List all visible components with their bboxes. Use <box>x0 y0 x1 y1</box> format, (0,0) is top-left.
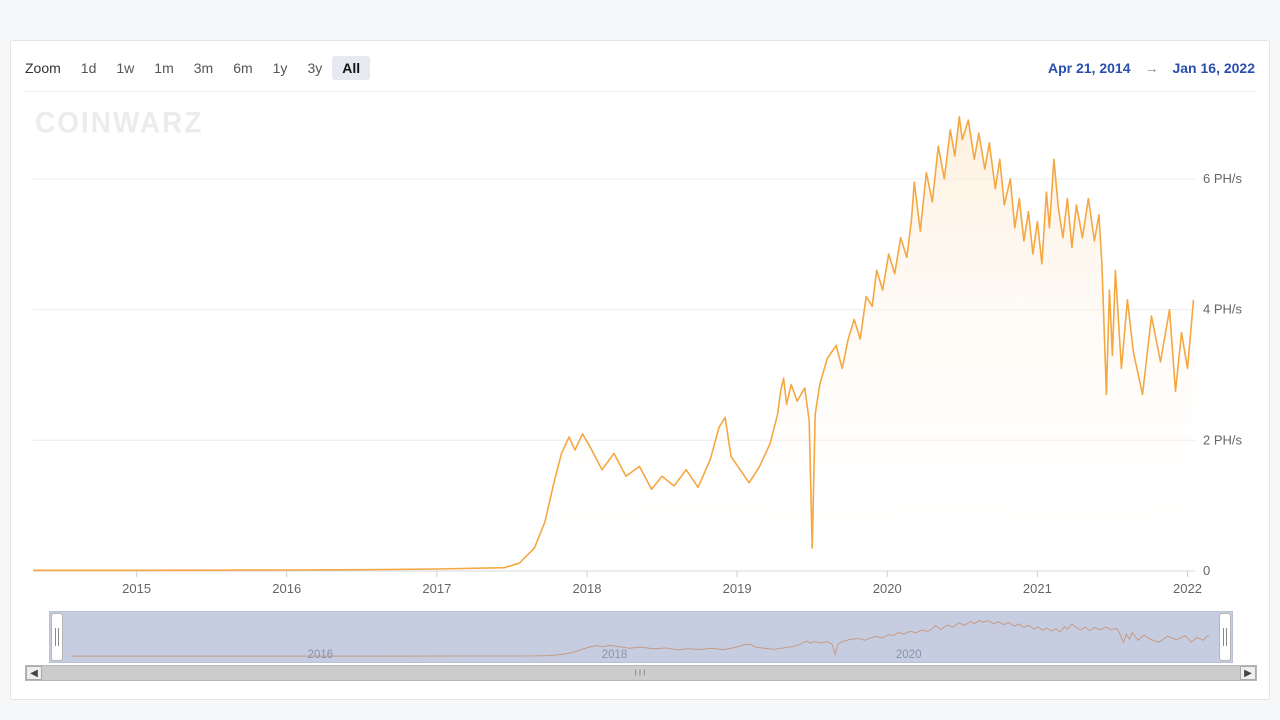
svg-text:2018: 2018 <box>573 581 602 596</box>
svg-text:2016: 2016 <box>272 581 301 596</box>
zoom-1d-button[interactable]: 1d <box>71 56 107 80</box>
scrollbar[interactable]: ◀ III ▶ <box>25 665 1257 681</box>
svg-text:2020: 2020 <box>873 581 902 596</box>
zoom-all-button[interactable]: All <box>332 56 370 80</box>
chart-card: Zoom 1d1w1m3m6m1y3yAll Apr 21, 2014 → Ja… <box>10 40 1270 700</box>
zoom-6m-button[interactable]: 6m <box>223 56 262 80</box>
navigator-handle-left[interactable] <box>51 613 63 661</box>
arrow-right-icon: → <box>1144 60 1158 76</box>
date-to[interactable]: Jan 16, 2022 <box>1172 60 1255 76</box>
navigator-chart[interactable]: 2016 2018 2020 <box>49 611 1233 663</box>
scrollbar-right-button[interactable]: ▶ <box>1240 666 1256 680</box>
svg-text:2020: 2020 <box>896 649 922 661</box>
svg-text:2018: 2018 <box>602 649 628 661</box>
svg-text:2022: 2022 <box>1173 581 1202 596</box>
svg-text:2016: 2016 <box>308 649 334 661</box>
scrollbar-left-button[interactable]: ◀ <box>26 666 42 680</box>
zoom-1w-button[interactable]: 1w <box>106 56 144 80</box>
svg-text:2 PH/s: 2 PH/s <box>1203 432 1243 447</box>
svg-text:6 PH/s: 6 PH/s <box>1203 171 1243 186</box>
svg-text:2019: 2019 <box>723 581 752 596</box>
navigator-panel: 2016 2018 2020 ◀ III ▶ <box>25 611 1257 681</box>
svg-text:2017: 2017 <box>422 581 451 596</box>
scrollbar-grip-icon[interactable]: III <box>635 669 648 678</box>
toolbar: Zoom 1d1w1m3m6m1y3yAll Apr 21, 2014 → Ja… <box>25 53 1255 83</box>
svg-text:4 PH/s: 4 PH/s <box>1203 302 1243 317</box>
svg-text:2015: 2015 <box>122 581 151 596</box>
zoom-1y-button[interactable]: 1y <box>263 56 298 80</box>
zoom-label: Zoom <box>25 60 61 76</box>
divider <box>25 91 1255 92</box>
svg-text:0: 0 <box>1203 563 1210 578</box>
navigator-handle-right[interactable] <box>1219 613 1231 661</box>
date-range: Apr 21, 2014 → Jan 16, 2022 <box>1048 60 1255 76</box>
main-chart[interactable]: 0 2 PH/s 4 PH/s 6 PH/s 2015 2016 2017 2018 2019 2… <box>25 99 1257 599</box>
svg-text:2021: 2021 <box>1023 581 1052 596</box>
date-from[interactable]: Apr 21, 2014 <box>1048 60 1131 76</box>
zoom-group: Zoom 1d1w1m3m6m1y3yAll <box>25 60 370 76</box>
zoom-3y-button[interactable]: 3y <box>297 56 332 80</box>
zoom-3m-button[interactable]: 3m <box>184 56 223 80</box>
zoom-1m-button[interactable]: 1m <box>144 56 183 80</box>
